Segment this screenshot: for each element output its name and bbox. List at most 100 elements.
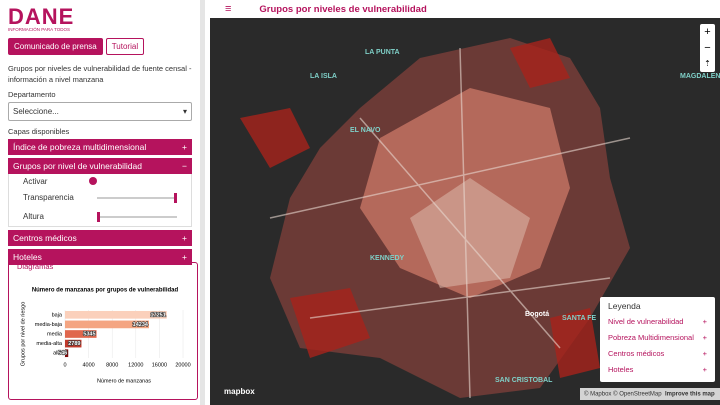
legend-label: Pobreza Multidimensional: [608, 333, 694, 342]
legend-item[interactable]: Pobreza Multidimensional +: [608, 333, 707, 349]
legend-items: Nivel de vulnerabilidad + Pobreza Multidim…: [608, 317, 707, 381]
y-tick-label: alta: [53, 351, 63, 357]
high-vulnerability: [240, 38, 600, 378]
bar: [65, 339, 82, 348]
legend-toggle: +: [702, 317, 707, 326]
map-label: EL NAVO: [350, 127, 381, 134]
bar: [65, 310, 167, 319]
slider[interactable]: [97, 211, 177, 222]
layer-header[interactable]: Grupos por nivel de vulnerabilidad −: [8, 158, 192, 174]
y-axis-label: Grupos por nivel de riesgo: [20, 302, 26, 367]
slider[interactable]: [97, 192, 177, 203]
layer-toggle: −: [182, 161, 187, 171]
zoom-out[interactable]: −: [704, 42, 710, 54]
x-axis-label: Número de manzanas: [97, 378, 151, 384]
legend-title: Leyenda: [608, 301, 641, 311]
caret: ▾: [182, 107, 187, 116]
attribution-box: [580, 388, 720, 400]
control-row: Transparencia: [9, 188, 191, 207]
press-button[interactable]: Comunicado de prensa: [8, 38, 103, 55]
diagrams-panel: Diagramas Número de manzanas por grupos …: [8, 262, 198, 400]
x-tick-label: 16000: [152, 362, 167, 368]
y-tick-label: media-baja: [35, 322, 63, 328]
toggle[interactable]: [89, 177, 97, 185]
x-tick-label: 0: [63, 362, 66, 368]
legend-label: Hoteles: [608, 365, 634, 374]
compass[interactable]: ⇡: [704, 59, 711, 68]
bar: [65, 349, 69, 358]
map-label: LA PUNTA: [365, 49, 400, 56]
y-tick-label: media-alta: [36, 341, 63, 347]
map-label: Bogotá: [525, 311, 549, 318]
chart: Número de manzanas por grupos de vulnera…: [20, 288, 190, 385]
attribution: © Mapbox © OpenStreetMap: [584, 391, 662, 398]
description: Grupos por niveles de vulnerabilidad de …: [8, 64, 192, 84]
legend-toggle: +: [702, 365, 707, 374]
layers-label: Capas disponibles: [8, 127, 70, 136]
diagrams-label: Diagramas: [17, 262, 54, 271]
center: [410, 178, 530, 288]
top-bar: ≡ Grupos por niveles de vulnerabilidad: [210, 0, 720, 18]
zoom-in[interactable]: +: [704, 26, 710, 38]
map-title: Grupos por niveles de vulnerabilidad: [259, 3, 427, 15]
layer-controls: Activar Transparencia Altura: [8, 174, 192, 227]
department-select[interactable]: Seleccione... ▾: [8, 102, 192, 121]
layer-header[interactable]: Centros médicos +: [8, 230, 192, 246]
zoom-box: [700, 24, 715, 72]
control-label: Altura: [23, 212, 44, 221]
map-label: SANTA FE: [562, 315, 597, 322]
value-label: 2789: [68, 341, 80, 347]
layer-toggle: +: [182, 252, 187, 262]
legend-toggle: +: [702, 349, 707, 358]
x-tick-label: 8000: [106, 362, 118, 368]
logo: DANE: [8, 4, 75, 29]
value-label: 17251: [150, 312, 165, 318]
menu-icon[interactable]: ≡: [225, 3, 232, 15]
legend-item[interactable]: Centros médicos +: [608, 349, 707, 365]
x-tick-label: 4000: [82, 362, 94, 368]
chart-title: Número de manzanas por grupos de vulnera…: [32, 288, 179, 294]
x-tick-label: 20000: [175, 362, 190, 368]
sidebar: DANE INFORMACIÓN PARA TODOS Comunicado d…: [0, 0, 205, 405]
y-tick-label: media: [47, 331, 63, 337]
layer-title: Grupos por nivel de vulnerabilidad: [13, 161, 142, 171]
layer-header[interactable]: Hoteles +: [8, 249, 192, 265]
legend-toggle: +: [702, 333, 707, 342]
logo-tagline: INFORMACIÓN PARA TODOS: [8, 27, 71, 32]
layer-title: Índice de pobreza multidimensional: [13, 142, 147, 152]
department-label: Departamento: [8, 90, 56, 99]
control-label: Transparencia: [23, 193, 74, 202]
legend-label: Centros médicos: [608, 349, 665, 358]
control-row: Activar: [9, 174, 191, 188]
value-label: 14234: [133, 322, 149, 328]
bar: [65, 330, 97, 338]
map-label: SAN CRISTOBAL: [495, 377, 553, 384]
roads: [269, 47, 631, 399]
layer-title: Centros médicos: [13, 233, 77, 243]
tutorial-button[interactable]: Tutorial: [105, 38, 145, 55]
legend-item[interactable]: Nivel de vulnerabilidad +: [608, 317, 707, 333]
control-row: Altura: [9, 207, 191, 226]
bar: [65, 320, 149, 329]
legend-label: Nivel de vulnerabilidad: [608, 317, 684, 326]
layer-toggle: +: [182, 142, 187, 152]
layer-title: Hoteles: [13, 252, 42, 262]
zoom-controls: + − ⇡: [700, 24, 715, 72]
x-tick-label: 12000: [128, 362, 143, 368]
y-tick-label: baja: [52, 312, 63, 318]
layer-header[interactable]: Índice de pobreza multidimensional +: [8, 139, 192, 155]
value-label: 546: [58, 351, 67, 357]
map-label: LA ISLA: [310, 73, 337, 80]
select-text: Seleccione...: [13, 107, 59, 116]
control-label: Activar: [23, 176, 48, 186]
value-label: 5345: [83, 331, 95, 337]
map-label: KENNEDY: [370, 255, 405, 262]
legend-item[interactable]: Hoteles +: [608, 365, 707, 381]
legend: Leyenda Nivel de vulnerabilidad + Pobreza …: [600, 297, 715, 382]
map-label: MAGDALENA: [680, 73, 720, 80]
map-labels: LA PUNTA LA ISLA EL NAVO MAGDALENA KENNEDY SA…: [310, 49, 720, 384]
layer-toggle: +: [182, 233, 187, 243]
improve-link[interactable]: Improve this map: [665, 392, 715, 398]
mapbox-logo: mapbox: [224, 387, 255, 396]
